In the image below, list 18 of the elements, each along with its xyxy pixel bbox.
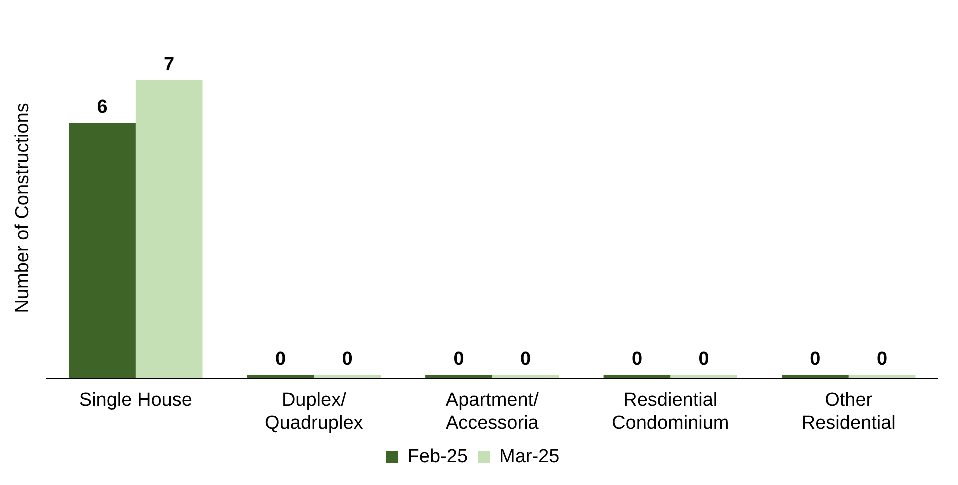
x-tick-label: Other Residential xyxy=(802,390,896,434)
data-label: 0 xyxy=(877,349,888,370)
data-label: 0 xyxy=(520,349,532,370)
data-label: 0 xyxy=(698,349,710,370)
x-tick-label: Single House xyxy=(79,390,192,412)
data-label: 0 xyxy=(454,349,464,370)
data-label: 0 xyxy=(810,349,821,370)
legend-label: Feb-25 xyxy=(408,446,468,468)
y-axis-title: Number of Constructions xyxy=(12,103,34,314)
data-label: 0 xyxy=(275,349,286,370)
data-label: 0 xyxy=(632,349,643,370)
x-tick-label: Apartment/ Accessoria xyxy=(446,390,540,434)
data-label: 6 xyxy=(97,96,108,118)
x-tick-label: Duplex/ Quadruplex xyxy=(265,390,364,434)
x-tick-label: Resdiential Condominium xyxy=(612,390,730,434)
legend-label: Mar-25 xyxy=(500,446,560,468)
data-label: 0 xyxy=(342,349,353,370)
data-label: 7 xyxy=(164,54,175,76)
